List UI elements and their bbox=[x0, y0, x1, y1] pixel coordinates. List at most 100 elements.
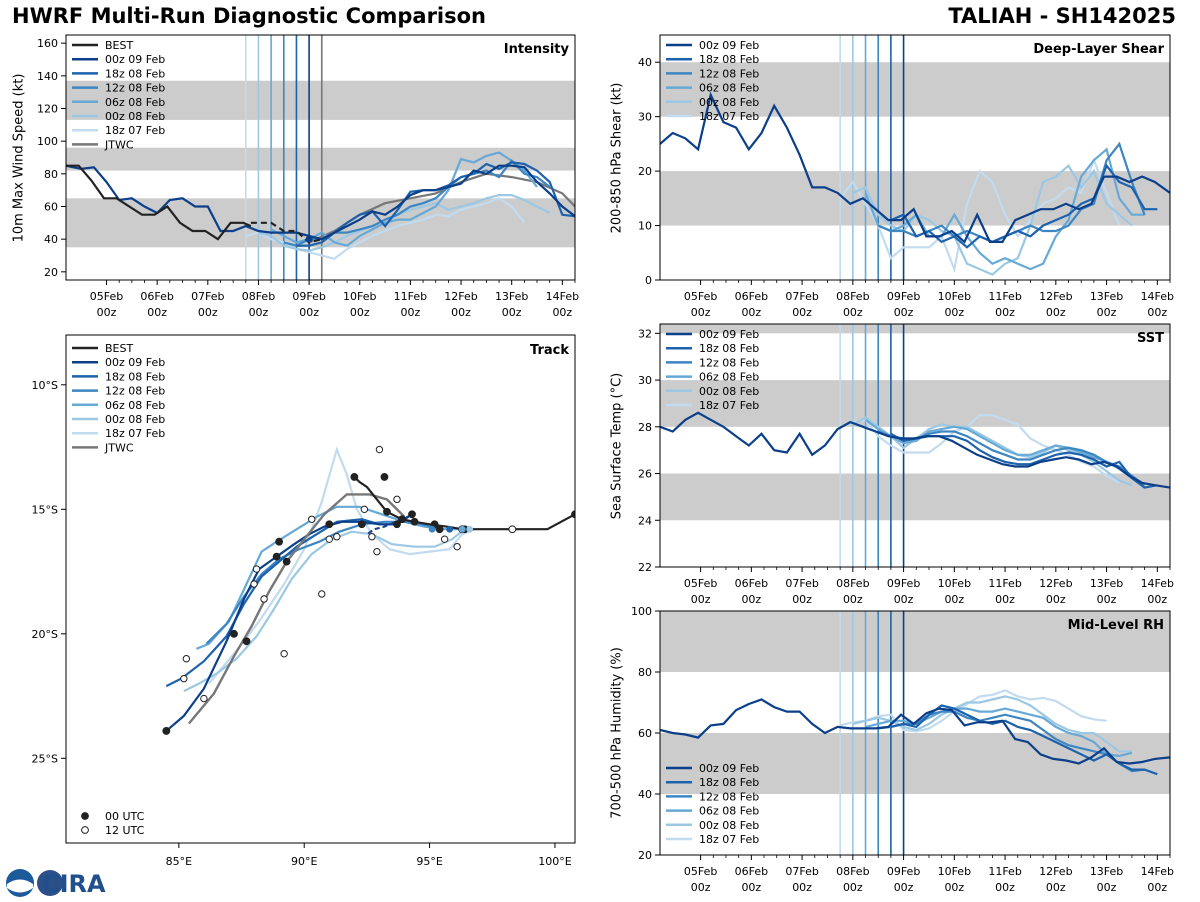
track-panel: 85°E 90°E 95°E 100°E 10°S 15°S 20°S 25°S Track BE… bbox=[32, 334, 576, 868]
shear-frame bbox=[659, 34, 1171, 281]
sst-series-18z-07-Feb bbox=[839, 414, 1120, 484]
track-series-18z-07-Feb bbox=[208, 446, 476, 685]
intensity-xtick-label-top: 13Feb bbox=[495, 290, 528, 303]
shear-band-1 bbox=[660, 62, 1170, 117]
track-run-init-point bbox=[446, 525, 454, 533]
shear-legend-label: 00z 09 Feb bbox=[699, 39, 759, 52]
sst-xtick-label-top: 06Feb bbox=[735, 577, 768, 590]
rh-ytick-label: 60 bbox=[638, 727, 652, 740]
intensity-frame bbox=[65, 34, 576, 281]
track-point-open bbox=[200, 694, 208, 703]
intensity-ytick-label: 140 bbox=[37, 70, 58, 83]
track-best-point bbox=[380, 473, 389, 481]
intensity-plot-area bbox=[66, 35, 575, 280]
sst-xtick-label-bottom: 00z bbox=[944, 593, 964, 606]
intensity-legend-label: BEST bbox=[105, 39, 133, 52]
track-point-filled bbox=[230, 629, 238, 638]
track-legend-label: BEST bbox=[105, 342, 133, 355]
intensity-xtick-label-bottom: 00z bbox=[147, 306, 167, 319]
track-best-point bbox=[383, 507, 391, 516]
sst-ytick-label: 26 bbox=[638, 468, 652, 481]
shear-xtick-label-top: 10Feb bbox=[938, 290, 971, 303]
shear-xtick-label-top: 11Feb bbox=[988, 290, 1021, 303]
intensity-ytick-label: 100 bbox=[37, 135, 58, 148]
rh-xtick-label-bottom: 00z bbox=[792, 881, 812, 894]
shear-ytick-label: 20 bbox=[638, 165, 652, 178]
intensity-legend-label: 18z 08 Feb bbox=[105, 67, 165, 80]
intensity-xtick-label-top: 12Feb bbox=[444, 290, 477, 303]
shear-xtick-label-bottom: 00z bbox=[995, 306, 1015, 319]
track-plot-area bbox=[162, 445, 575, 735]
track-point-open bbox=[180, 674, 188, 683]
shear-series-00z-09-Feb bbox=[660, 91, 1170, 244]
sst-panel: 05Feb 00z 06Feb 00z 07Feb 00z 08Feb 00z 09Feb 00z… bbox=[638, 323, 1174, 606]
intensity-ytick-label: 20 bbox=[44, 266, 58, 279]
intensity-panel: 05Feb 00z 06Feb 00z 07Feb 00z 08Feb 00z 09Feb 00z… bbox=[37, 34, 579, 319]
track-best-point bbox=[508, 525, 517, 534]
sst-xtick-label-bottom: 00z bbox=[792, 593, 812, 606]
intensity-xtick-label-bottom: 00z bbox=[198, 306, 218, 319]
intensity-panel-title: Intensity bbox=[504, 42, 570, 57]
track-point-filled bbox=[272, 552, 281, 561]
shear-legend-label: 00z 08 Feb bbox=[699, 96, 759, 109]
track-run-init-point bbox=[466, 525, 474, 533]
track-run-init-point bbox=[458, 525, 466, 533]
track-point-filled bbox=[357, 520, 366, 529]
track-legend-label: 00z 08 Feb bbox=[105, 413, 165, 426]
rh-xtick-label-top: 11Feb bbox=[988, 865, 1021, 878]
sst-xtick-label-top: 05Feb bbox=[684, 577, 717, 590]
track-point-open bbox=[280, 650, 288, 658]
rh-xtick-label-top: 14Feb bbox=[1141, 865, 1174, 878]
sst-ytick-label: 22 bbox=[638, 561, 652, 574]
sst-xtick-label-bottom: 00z bbox=[1147, 593, 1167, 606]
shear-legend-label: 12z 08 Feb bbox=[699, 67, 759, 80]
shear-xtick-label-bottom: 00z bbox=[741, 306, 761, 319]
intensity-band-2 bbox=[66, 80, 575, 120]
sst-xtick-label-top: 11Feb bbox=[988, 577, 1021, 590]
shear-panel-title: Deep-Layer Shear bbox=[1033, 42, 1164, 57]
track-panel-title: Track bbox=[530, 343, 569, 358]
track-point-open bbox=[308, 515, 316, 523]
track-run-init-point bbox=[428, 525, 436, 533]
intensity-xtick-label-top: 10Feb bbox=[343, 290, 376, 303]
rh-xtick-label-top: 13Feb bbox=[1090, 865, 1123, 878]
track-point-filled bbox=[162, 727, 171, 735]
intensity-best-line bbox=[66, 164, 252, 241]
intensity-best-dashed-line bbox=[250, 221, 323, 244]
track-ytick-label: 15°S bbox=[32, 503, 58, 516]
track-point-filled bbox=[408, 510, 416, 519]
rh-xtick-label-bottom: 00z bbox=[894, 881, 914, 894]
track-point-filled bbox=[275, 537, 284, 546]
intensity-ytick-label: 40 bbox=[44, 233, 58, 246]
track-point-open bbox=[368, 533, 376, 541]
shear-ytick-label: 0 bbox=[645, 274, 652, 287]
shear-xtick-label-bottom: 00z bbox=[1097, 306, 1117, 319]
rh-xtick-label-bottom: 00z bbox=[843, 881, 863, 894]
shear-plot-area bbox=[660, 35, 1170, 280]
intensity-xtick-label-bottom: 00z bbox=[451, 306, 471, 319]
track-legend-label: 06z 08 Feb bbox=[105, 399, 165, 412]
sst-series-06z-08-Feb bbox=[864, 418, 1146, 487]
intensity-xtick-label-bottom: 00z bbox=[97, 306, 117, 319]
rh-ytick-label: 20 bbox=[638, 849, 652, 862]
shear-xtick-label-top: 13Feb bbox=[1090, 290, 1123, 303]
shear-panel: 05Feb 00z 06Feb 00z 07Feb 00z 08Feb 00z 09Feb 00z… bbox=[638, 34, 1174, 319]
track-legend-label: 18z 08 Feb bbox=[105, 370, 165, 383]
sst-xtick-label-top: 08Feb bbox=[836, 577, 869, 590]
sst-xtick-label-top: 13Feb bbox=[1090, 577, 1123, 590]
rh-panel: 05Feb 00z 06Feb 00z 07Feb 00z 08Feb 00z 09Feb 00z… bbox=[631, 605, 1174, 894]
track-ytick-label: 25°S bbox=[32, 752, 58, 765]
rh-series-00z-09-Feb bbox=[660, 698, 1170, 765]
sst-band-1 bbox=[660, 380, 1170, 427]
sst-xtick-label-bottom: 00z bbox=[691, 593, 711, 606]
track-point-open bbox=[375, 445, 384, 454]
shear-xtick-label-top: 05Feb bbox=[684, 290, 717, 303]
track-marker-legend-symbol bbox=[81, 826, 89, 834]
cira-logo: CIRA bbox=[4, 866, 114, 898]
sst-legend-label: 18z 07 Feb bbox=[699, 399, 759, 412]
track-best-point bbox=[398, 515, 406, 524]
track-point-filled bbox=[325, 520, 334, 529]
shear-xtick-label-top: 12Feb bbox=[1039, 290, 1072, 303]
track-point-filled bbox=[435, 525, 444, 534]
intensity-legend-label: 12z 08 Feb bbox=[105, 82, 165, 95]
